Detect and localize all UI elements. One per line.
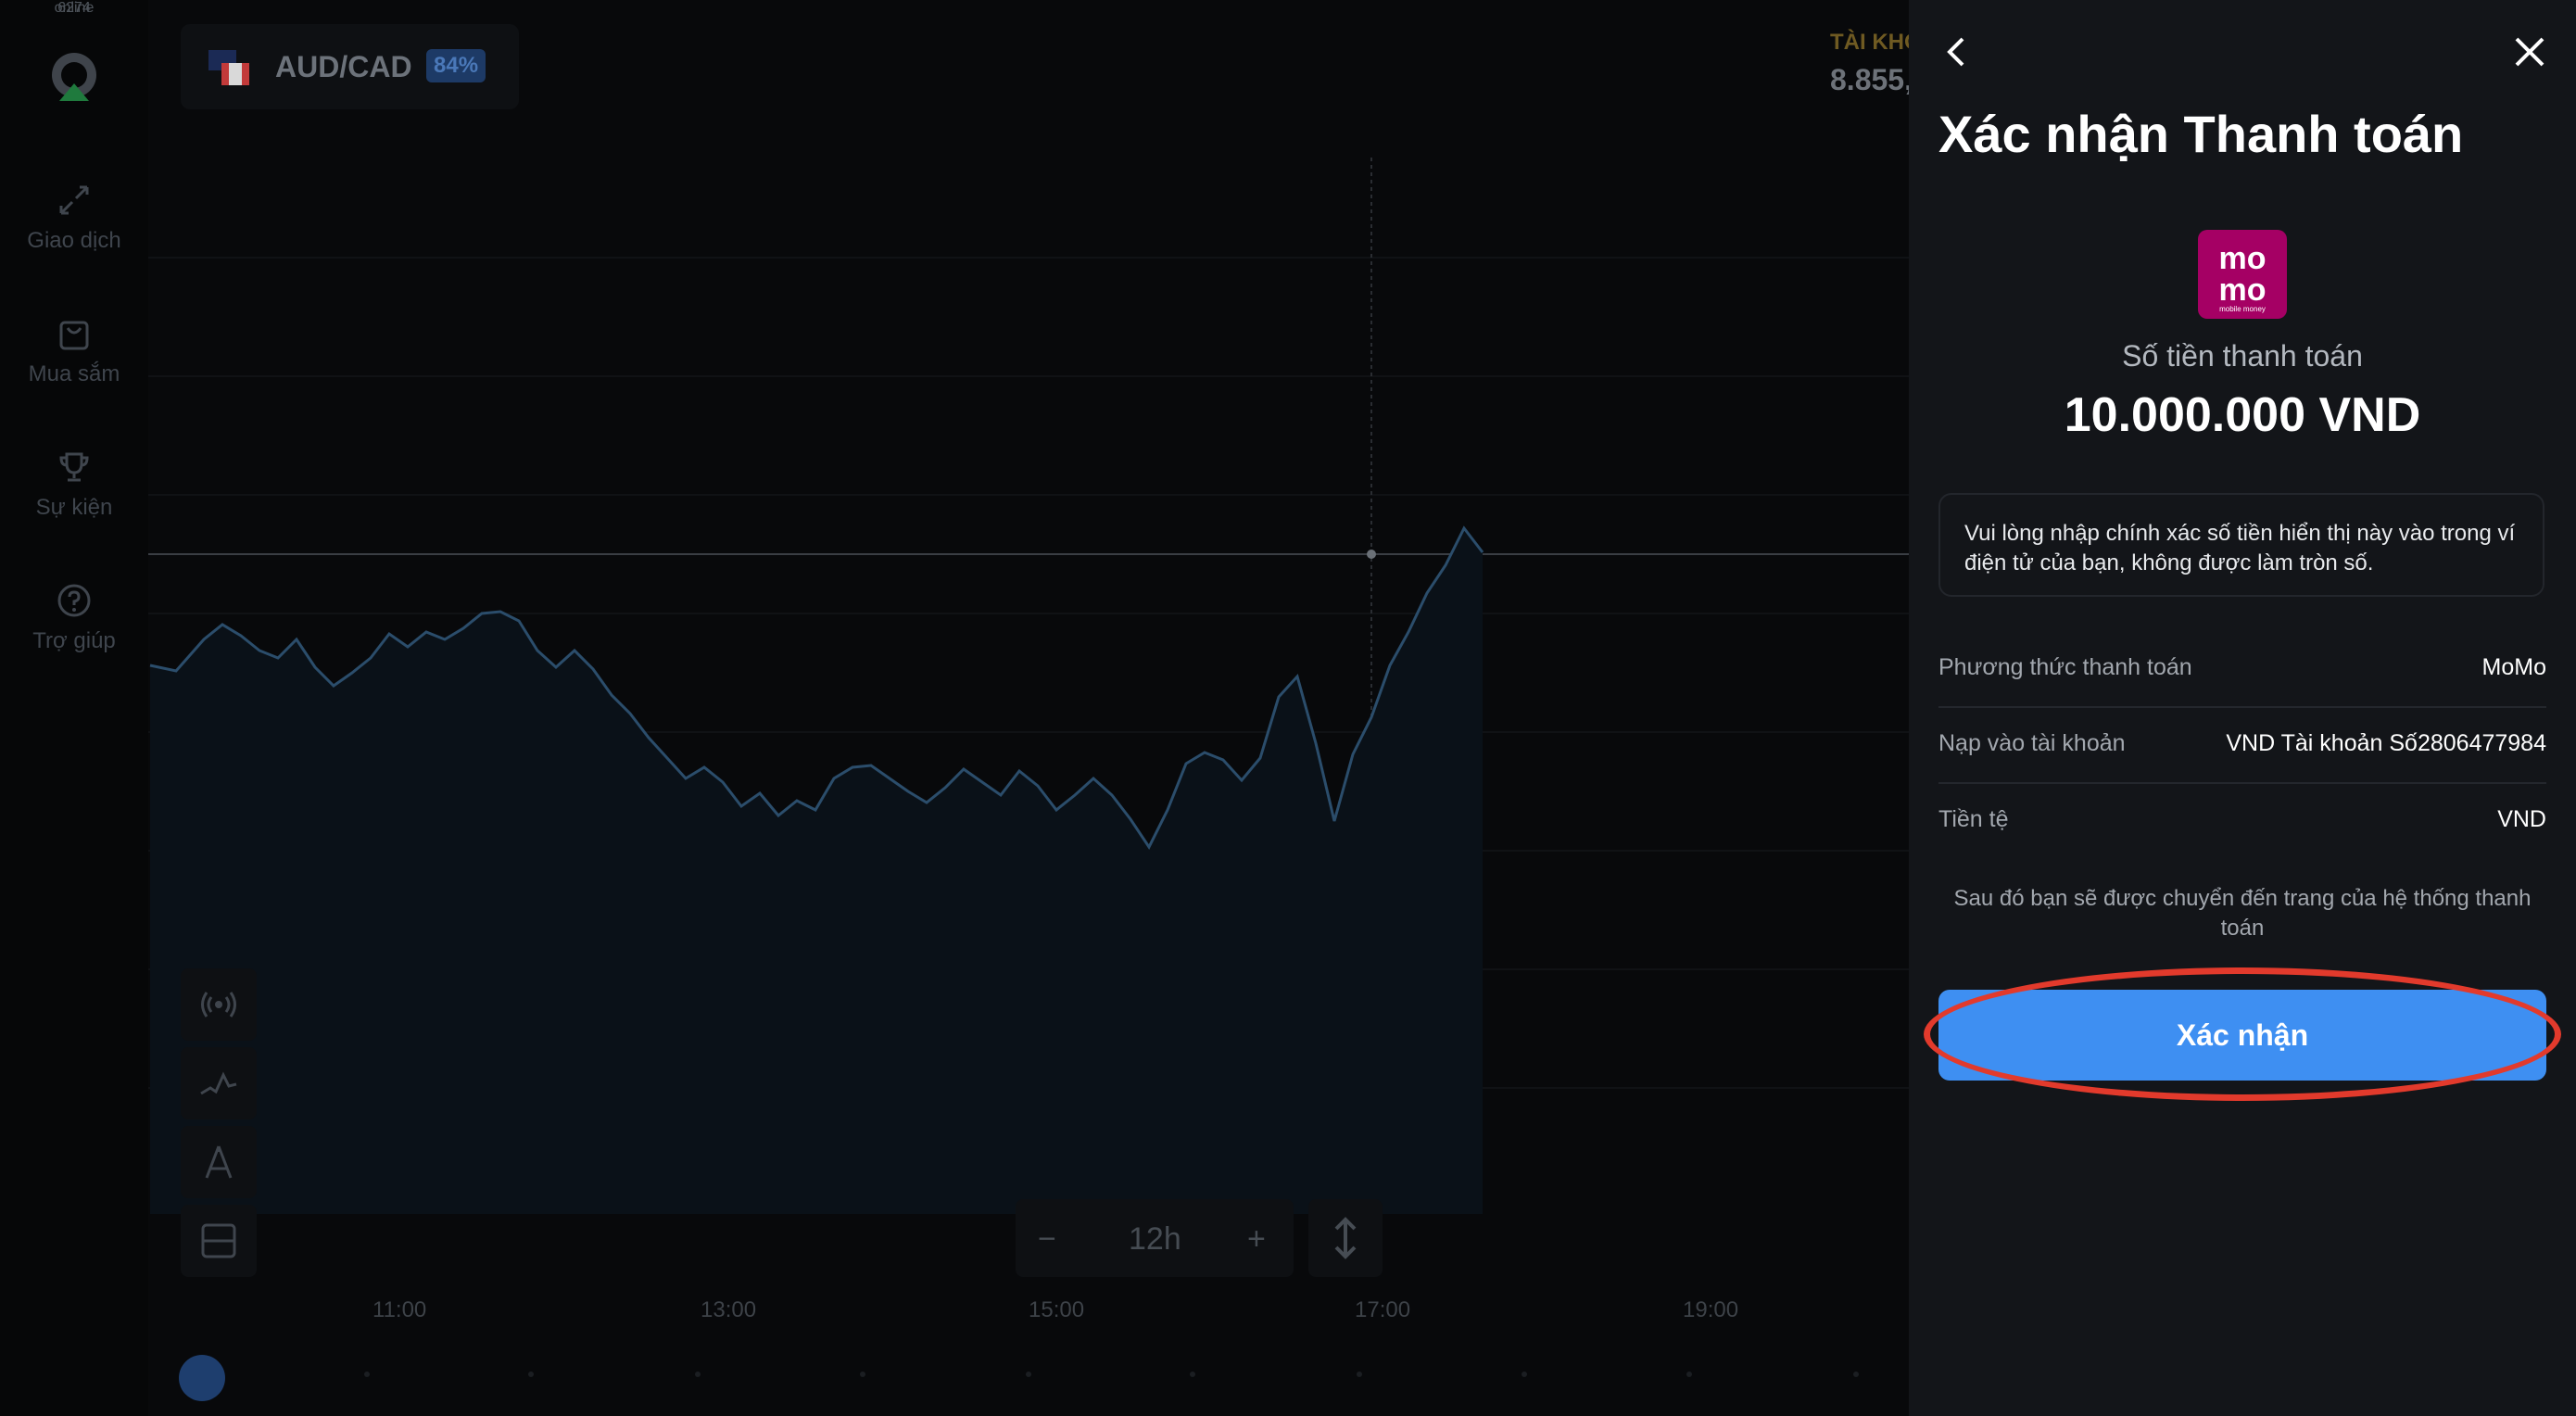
drawing-tools-button[interactable] <box>181 1126 257 1198</box>
close-icon[interactable] <box>2511 33 2548 70</box>
sidebar-item-label: Giao dịch <box>27 228 121 253</box>
info-row-deposit-account: Nạp vào tài khoản VND Tài khoản Số280647… <box>1938 706 2546 784</box>
sidebar-item-label: Sự kiện <box>35 495 113 520</box>
split-layout-icon <box>201 1223 236 1258</box>
sidebar-item-trade[interactable]: Giao dịch <box>0 182 148 254</box>
aud-cad-flag-icon <box>208 50 249 85</box>
zoom-in-button[interactable]: + <box>1247 1221 1266 1257</box>
help-circle-icon <box>57 584 91 617</box>
time-axis-label: 13:00 <box>701 1297 757 1322</box>
svg-text:mo: mo <box>2219 272 2267 308</box>
back-arrow-icon[interactable] <box>1938 33 1976 70</box>
current-price-marker <box>1367 550 1376 559</box>
sidebar-item-shopping[interactable]: Mua sắm <box>0 315 148 387</box>
amount-value: 10.000.000 VND <box>2064 388 2421 442</box>
account-balance[interactable]: 8.855, <box>1830 63 1913 96</box>
info-row-key: Tiền tệ <box>1938 806 2009 832</box>
price-chart[interactable] <box>148 139 1909 1297</box>
trophy-icon <box>59 452 89 482</box>
user-badge[interactable] <box>179 1355 225 1401</box>
sidebar-item-help[interactable]: Trợ giúp <box>0 582 148 654</box>
sidebar-item-label: Trợ giúp <box>32 628 116 653</box>
compass-drawing-icon <box>205 1145 233 1179</box>
time-axis-label: 15:00 <box>1029 1297 1085 1322</box>
chart-type-button[interactable] <box>181 1047 257 1119</box>
info-row-value: VND <box>2497 806 2546 832</box>
svg-text:mobile money: mobile money <box>2219 305 2266 313</box>
confirm-button[interactable]: Xác nhận <box>1938 990 2546 1081</box>
notice-box: Vui lòng nhập chính xác số tiền hiển thị… <box>1938 493 2544 597</box>
info-row-currency: Tiền tệ VND <box>1938 782 2546 858</box>
info-row-key: Phương thức thanh toán <box>1938 654 2192 680</box>
info-row-payment-method: Phương thức thanh toán MoMo <box>1938 630 2546 708</box>
time-axis-label: 19:00 <box>1683 1297 1739 1322</box>
momo-logo: mo mo mobile money <box>2198 230 2287 319</box>
brand-logo-icon[interactable] <box>46 50 102 106</box>
account-label: TÀI KHO <box>1830 30 1922 55</box>
info-row-value: VND Tài khoản Số2806477984 <box>2226 730 2546 756</box>
time-axis-label: 17:00 <box>1355 1297 1411 1322</box>
info-row-value: MoMo <box>2481 654 2546 680</box>
asset-selector[interactable]: AUD/CAD 84% <box>181 24 519 109</box>
sidebar: Giao dịch Mua sắm Sự kiện Trợ giúp 6274 … <box>0 0 148 1416</box>
payout-badge: 84% <box>426 49 486 82</box>
broadcast-icon <box>201 992 236 1018</box>
signals-button[interactable] <box>181 968 257 1041</box>
price-area <box>150 528 1483 1214</box>
svg-text:mo: mo <box>2219 241 2267 276</box>
layout-button[interactable] <box>181 1205 257 1277</box>
vertical-resize-icon <box>1334 1217 1357 1259</box>
asset-pair-name: AUD/CAD <box>275 50 412 83</box>
vertical-scale-button[interactable] <box>1308 1199 1383 1277</box>
trade-arrows-icon <box>59 185 89 215</box>
page-title: Xác nhận Thanh toán <box>1938 105 2464 163</box>
zoom-control <box>1016 1199 1294 1277</box>
sidebar-item-events[interactable]: Sự kiện <box>0 449 148 521</box>
info-row-key: Nạp vào tài khoản <box>1938 730 2126 756</box>
zoom-level: 12h <box>1129 1221 1181 1257</box>
online-count: 6274 <box>57 0 91 16</box>
amount-label: Số tiền thanh toán <box>2122 339 2363 373</box>
shopping-bag-icon <box>59 321 89 350</box>
zoom-out-button[interactable]: − <box>1038 1221 1056 1257</box>
online-label: online <box>54 0 95 16</box>
time-axis-label: 11:00 <box>373 1297 427 1322</box>
sidebar-item-label: Mua sắm <box>28 361 120 386</box>
price-line <box>149 525 1484 850</box>
redirect-note: Sau đó bạn sẽ được chuyển đến trang của … <box>1953 886 2532 941</box>
line-chart-icon <box>200 1071 237 1095</box>
